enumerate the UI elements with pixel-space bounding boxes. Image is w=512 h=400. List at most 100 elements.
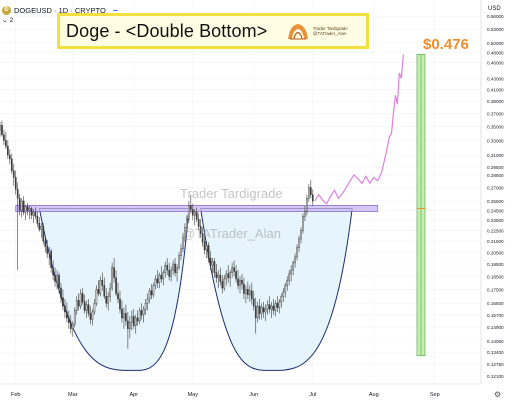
candle	[93, 299, 96, 315]
symbol-label[interactable]: DOGEUSD · 1D · CRYPTO	[14, 5, 106, 15]
candle-body	[247, 289, 249, 296]
candle	[191, 203, 194, 221]
time-tick-label: Apr	[129, 392, 138, 398]
candle-body	[69, 322, 72, 330]
candle-body	[138, 310, 141, 322]
candle-body	[26, 206, 29, 211]
bowl-2	[200, 207, 353, 371]
candle	[201, 227, 204, 247]
candle	[111, 262, 113, 291]
chevron-down-icon[interactable]: ⌄	[2, 17, 8, 24]
candle-body	[178, 255, 180, 268]
minus-icon[interactable]: –	[112, 5, 118, 15]
candle-body	[101, 279, 104, 286]
candle-body	[97, 289, 100, 294]
candle	[302, 213, 304, 234]
candle	[99, 276, 102, 297]
projection-path	[314, 54, 404, 205]
candle-body	[54, 274, 56, 282]
candle	[170, 266, 172, 282]
price-tick-label: 0.53000	[487, 27, 504, 32]
candle	[58, 272, 60, 294]
candle	[62, 289, 64, 311]
candle-body	[252, 298, 255, 307]
symbol-header[interactable]: Ð DOGEUSD · 1D · CRYPTO –	[2, 3, 118, 17]
candle	[26, 202, 29, 216]
candle-body	[146, 298, 149, 304]
candle-body	[24, 206, 27, 213]
price-tick-label: 0.56000	[487, 14, 504, 19]
time-tick-label: Aug	[369, 392, 379, 398]
candle	[32, 209, 35, 224]
candle-body	[66, 311, 68, 319]
candle-body	[0, 125, 1, 131]
candle	[231, 262, 233, 278]
candle-body	[227, 273, 230, 278]
candle-body	[191, 209, 194, 216]
candle	[12, 163, 15, 186]
candle	[138, 307, 141, 325]
candle	[286, 276, 289, 291]
candle	[56, 270, 58, 290]
candle-body	[304, 211, 306, 217]
candle-body	[201, 233, 204, 243]
candle	[189, 194, 192, 214]
candle-body	[264, 308, 267, 313]
candle-body	[48, 250, 51, 254]
candle-body	[95, 289, 98, 304]
candle-body	[156, 278, 159, 284]
candle-body	[189, 205, 192, 210]
candle	[8, 149, 11, 165]
candle	[123, 307, 125, 329]
candle-body	[309, 187, 312, 195]
time-tick-label: May	[188, 392, 199, 398]
candle	[298, 235, 300, 253]
candle-body	[193, 212, 196, 216]
candle	[241, 273, 243, 290]
candle	[119, 290, 121, 314]
candle	[270, 301, 273, 318]
candle	[158, 272, 161, 289]
candle-body	[30, 208, 33, 216]
candle	[264, 304, 267, 321]
candle-body	[235, 271, 237, 280]
time-tick-label: Mar	[68, 392, 78, 398]
time-axis[interactable]: Feb Mar Apr May Jun Jul Aug Sep	[0, 383, 480, 398]
candle-body	[207, 245, 210, 259]
candle	[180, 244, 182, 261]
candle	[36, 211, 39, 228]
candle-body	[8, 154, 11, 160]
candle-body	[231, 267, 233, 273]
price-axis[interactable]: 0.12100 0.12750 0.13400 0.14050 0.14900 0.157…	[480, 0, 504, 384]
candle-body	[93, 302, 96, 313]
settings-icon[interactable]: ⚙	[494, 390, 502, 399]
candle-body	[73, 310, 76, 325]
candle-body	[176, 267, 178, 273]
candle-body	[203, 241, 206, 251]
candle-body	[256, 305, 259, 319]
candle	[258, 299, 261, 320]
candle	[103, 277, 106, 300]
candle	[266, 300, 269, 315]
candle	[176, 264, 178, 282]
candle-body	[36, 215, 39, 224]
candle	[229, 270, 232, 287]
candle	[205, 241, 208, 259]
watermark-name: Trader Tardigrade	[180, 186, 283, 201]
price-tick-label: 0.22500	[487, 228, 504, 233]
candle-body	[44, 240, 47, 247]
indicators-toggle[interactable]: ⌄ 2	[2, 16, 13, 25]
candle	[288, 270, 291, 286]
candle-body	[136, 317, 139, 322]
candle-body	[113, 267, 115, 278]
price-tick-label: 0.14050	[487, 339, 504, 344]
time-tick-label: Feb	[11, 392, 20, 398]
candle-body	[195, 212, 198, 220]
candle	[252, 290, 255, 311]
candle	[160, 266, 163, 283]
price-tick-label: 0.12750	[487, 362, 504, 367]
candle	[46, 239, 49, 259]
candle-body	[50, 250, 52, 268]
candle-body	[119, 298, 121, 310]
